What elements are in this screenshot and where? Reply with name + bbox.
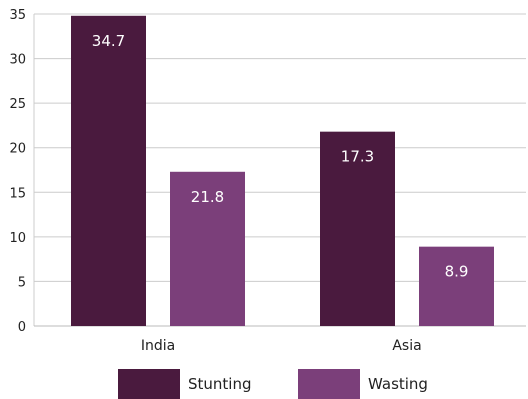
legend-swatch-wasting bbox=[298, 369, 360, 399]
data-label-wasting-india: 21.8 bbox=[191, 188, 224, 206]
bar-wasting-india bbox=[170, 171, 245, 326]
legend: Stunting Wasting bbox=[118, 369, 428, 399]
y-tick-label: 30 bbox=[9, 53, 26, 68]
data-label-stunting-india: 34.7 bbox=[92, 32, 125, 50]
legend-swatch-stunting bbox=[118, 369, 180, 399]
bars: 34.7 21.8 17.3 8.9 bbox=[71, 15, 494, 326]
legend-label-stunting: Stunting bbox=[188, 375, 252, 393]
x-axis-categories: India Asia bbox=[141, 338, 422, 354]
y-tick-label: 10 bbox=[9, 231, 26, 246]
y-tick-label: 20 bbox=[9, 142, 26, 157]
y-axis-ticks: 0 5 10 15 20 25 30 35 bbox=[9, 8, 26, 335]
y-tick-label: 5 bbox=[18, 275, 26, 290]
bar-wasting-asia bbox=[419, 246, 494, 326]
data-label-wasting-asia: 8.9 bbox=[445, 263, 469, 281]
x-category-label: India bbox=[141, 338, 175, 354]
y-tick-label: 25 bbox=[9, 97, 26, 112]
y-tick-label: 0 bbox=[18, 320, 26, 335]
y-tick-label: 35 bbox=[9, 8, 26, 23]
data-label-stunting-asia: 17.3 bbox=[341, 148, 374, 166]
bar-stunting-india bbox=[71, 15, 146, 326]
bar-stunting-asia bbox=[320, 131, 395, 326]
x-category-label: Asia bbox=[392, 338, 421, 354]
legend-label-wasting: Wasting bbox=[368, 375, 428, 393]
y-tick-label: 15 bbox=[9, 186, 26, 201]
